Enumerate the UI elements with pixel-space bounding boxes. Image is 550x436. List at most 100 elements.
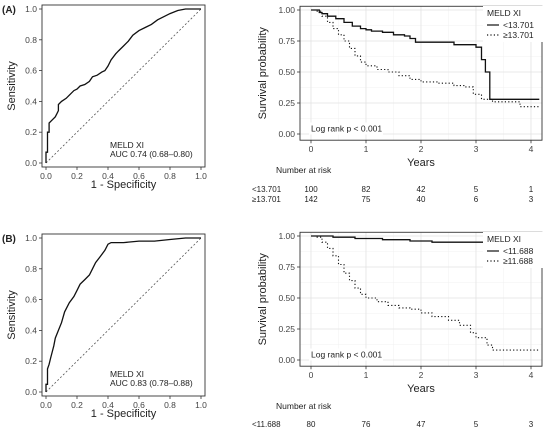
roc-x-axis-label: 1 - Specificity — [91, 408, 157, 420]
km-curve-low — [311, 9, 540, 100]
risk-table-count: 76 — [362, 420, 371, 429]
km-y-tick-label: 0.00 — [278, 355, 295, 365]
roc-y-tick-label: 0.6 — [25, 66, 37, 76]
risk-table-count: 1 — [529, 185, 534, 194]
risk-table-count: 5 — [474, 420, 479, 429]
km-legend-label: <13.701 — [503, 20, 534, 30]
roc-reference-diagonal — [45, 237, 202, 393]
km-y-tick-label: 0.50 — [278, 67, 295, 77]
risk-table-count: 3 — [529, 420, 534, 429]
km-y-tick-label: 1.00 — [278, 231, 295, 241]
risk-table-count: 47 — [417, 420, 426, 429]
roc-y-tick-label: 0.8 — [25, 264, 37, 274]
km-logrank-background — [309, 122, 383, 135]
roc-curve — [45, 8, 201, 163]
panel-label: (B) — [2, 234, 16, 245]
roc-y-tick-label: 0.0 — [25, 387, 37, 397]
km-y-tick-label: 0.50 — [278, 293, 295, 303]
roc-x-tick-label: 0.0 — [40, 171, 52, 181]
km-x-axis-label: Years — [407, 157, 435, 169]
roc-x-tick-label: 0.6 — [133, 400, 145, 410]
roc-y-tick-label: 0.2 — [25, 127, 37, 137]
roc-annotation-name: MELD XI — [110, 369, 144, 379]
km-curve-high — [311, 9, 540, 108]
km-x-tick-label: 4 — [529, 144, 534, 154]
risk-table-count: 82 — [362, 185, 371, 194]
km-legend-background — [483, 232, 543, 268]
km-x-tick-label: 0 — [309, 144, 314, 154]
risk-table-count: 75 — [362, 195, 371, 204]
roc-x-tick-label: 0.4 — [102, 400, 114, 410]
roc-annotation-auc: AUC 0.74 (0.68–0.80) — [110, 149, 193, 159]
roc-y-tick-label: 0.8 — [25, 35, 37, 45]
risk-table-count: 40 — [417, 195, 426, 204]
roc-y-tick-label: 0.0 — [25, 158, 37, 168]
km-x-tick-label: 3 — [474, 144, 479, 154]
km-legend-label: ≥11.688 — [503, 256, 533, 266]
km-logrank-annotation: Log rank p < 0.001 — [311, 350, 382, 360]
risk-table-count: 142 — [304, 195, 318, 204]
km-curve-high — [311, 235, 540, 351]
roc-x-tick-label: 0.2 — [71, 171, 83, 181]
roc-x-tick-label: 1.0 — [195, 171, 207, 181]
risk-table-count: 6 — [474, 195, 479, 204]
risk-table-count: 80 — [307, 420, 316, 429]
roc-y-axis-label: Sensitivity — [6, 61, 18, 111]
roc-y-tick-label: 0.2 — [25, 356, 37, 366]
roc-x-tick-label: 0.0 — [40, 400, 52, 410]
risk-table-title: Number at risk — [276, 165, 332, 175]
km-x-axis-label: Years — [407, 383, 435, 395]
km-x-tick-label: 2 — [419, 370, 424, 380]
risk-table-count: 3 — [529, 195, 534, 204]
risk-table-group-label: <13.701 — [252, 185, 282, 194]
km-x-tick-label: 1 — [364, 370, 369, 380]
roc-y-tick-label: 1.0 — [25, 233, 37, 243]
roc-y-tick-label: 0.4 — [25, 96, 37, 106]
roc-x-tick-label: 0.6 — [133, 171, 145, 181]
risk-table-count: 42 — [417, 185, 426, 194]
km-y-tick-label: 0.75 — [278, 36, 295, 46]
km-frame — [299, 5, 543, 141]
roc-annotation-auc: AUC 0.83 (0.78–0.88) — [110, 378, 193, 388]
roc-y-tick-label: 0.4 — [25, 325, 37, 335]
roc-frame — [41, 233, 206, 397]
km-x-tick-label: 4 — [529, 370, 534, 380]
roc-x-axis-label: 1 - Specificity — [91, 179, 157, 191]
roc-x-tick-label: 0.4 — [102, 171, 114, 181]
risk-table-group-label: ≥13.701 — [252, 195, 281, 204]
km-x-tick-label: 0 — [309, 370, 314, 380]
risk-table-group-label: <11.688 — [252, 420, 281, 429]
km-curve-low — [311, 235, 540, 243]
roc-reference-diagonal — [45, 8, 202, 164]
km-legend-label: ≥13.701 — [503, 30, 534, 40]
risk-table-count: 5 — [474, 185, 479, 194]
km-legend-background — [483, 6, 543, 42]
roc-x-tick-label: 0.2 — [71, 400, 83, 410]
roc-x-tick-label: 1.0 — [195, 400, 207, 410]
km-y-tick-label: 0.00 — [278, 129, 295, 139]
panel-label: (A) — [2, 5, 16, 16]
km-logrank-background — [309, 348, 383, 361]
km-x-tick-label: 2 — [419, 144, 424, 154]
km-y-tick-label: 0.25 — [278, 324, 295, 334]
roc-y-axis-label: Sensitivity — [6, 290, 18, 340]
km-y-tick-label: 0.75 — [278, 262, 295, 272]
km-y-tick-label: 0.25 — [278, 98, 295, 108]
roc-x-tick-label: 0.8 — [164, 400, 176, 410]
km-legend-title: MELD XI — [487, 234, 521, 244]
roc-y-tick-label: 0.6 — [25, 295, 37, 305]
roc-y-tick-label: 1.0 — [25, 4, 37, 14]
roc-frame — [41, 4, 206, 168]
km-logrank-annotation: Log rank p < 0.001 — [311, 124, 382, 134]
km-x-tick-label: 1 — [364, 144, 369, 154]
km-y-tick-label: 1.00 — [278, 5, 295, 15]
km-legend-title: MELD XI — [487, 8, 521, 18]
roc-curve — [45, 237, 201, 392]
km-y-axis-label: Survival probability — [257, 253, 269, 346]
km-frame — [299, 231, 543, 367]
roc-annotation-name: MELD XI — [110, 140, 144, 150]
risk-table-count: 100 — [304, 185, 318, 194]
km-legend-label: <11.688 — [503, 246, 534, 256]
km-x-tick-label: 3 — [474, 370, 479, 380]
